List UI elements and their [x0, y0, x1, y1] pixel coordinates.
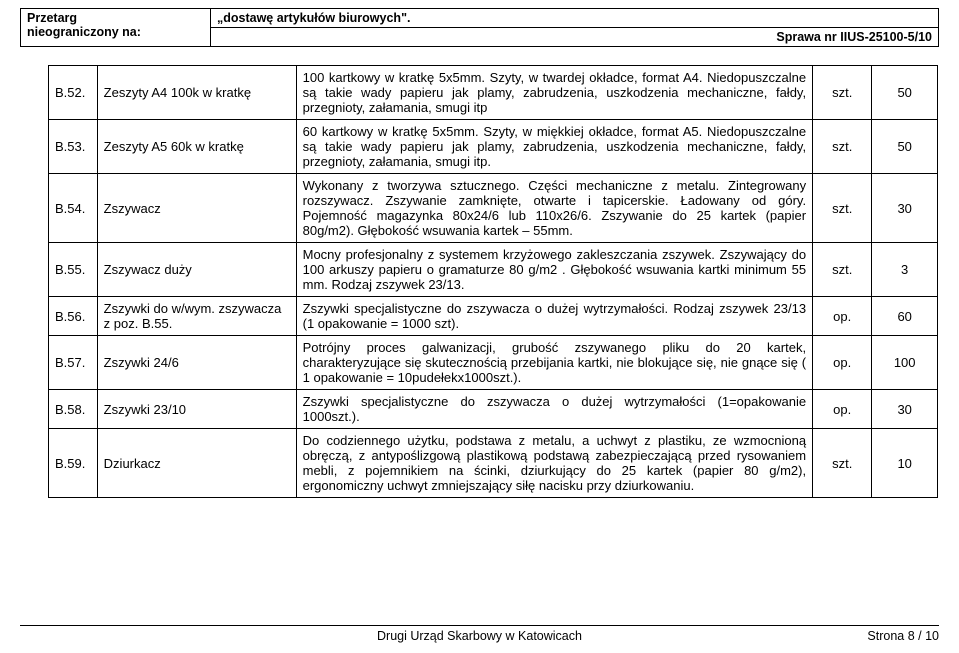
footer-page: Strona 8 / 10 — [867, 629, 939, 643]
row-qty: 100 — [872, 336, 938, 390]
row-unit: szt. — [813, 174, 872, 243]
row-unit: szt. — [813, 429, 872, 498]
row-unit: op. — [813, 297, 872, 336]
row-name: Dziurkacz — [97, 429, 296, 498]
row-unit: op. — [813, 336, 872, 390]
header-label2: nieograniczony na: — [27, 25, 141, 39]
row-description: Wykonany z tworzywa sztucznego. Części m… — [296, 174, 812, 243]
row-number: B.57. — [49, 336, 98, 390]
row-number: B.53. — [49, 120, 98, 174]
header-table: Przetarg nieograniczony na: „dostawę art… — [20, 8, 939, 47]
row-description: Zszywki specjalistyczne do zszywacza o d… — [296, 390, 812, 429]
row-qty: 50 — [872, 120, 938, 174]
row-number: B.59. — [49, 429, 98, 498]
row-name: Zszywacz duży — [97, 243, 296, 297]
row-name: Zszywki 23/10 — [97, 390, 296, 429]
row-description: Mocny profesjonalny z systemem krzyżoweg… — [296, 243, 812, 297]
main-table: B.52.Zeszyty A4 100k w kratkę100 kartkow… — [48, 65, 938, 498]
table-row: B.55.Zszywacz dużyMocny profesjonalny z … — [49, 243, 938, 297]
row-qty: 3 — [872, 243, 938, 297]
row-description: Potrójny proces galwanizacji, grubość zs… — [296, 336, 812, 390]
row-name: Zszywki do w/wym. zszywacza z poz. B.55. — [97, 297, 296, 336]
row-qty: 60 — [872, 297, 938, 336]
table-row: B.56.Zszywki do w/wym. zszywacza z poz. … — [49, 297, 938, 336]
row-unit: szt. — [813, 66, 872, 120]
row-description: 60 kartkowy w kratkę 5x5mm. Szyty, w mię… — [296, 120, 812, 174]
row-unit: szt. — [813, 243, 872, 297]
table-row: B.54.ZszywaczWykonany z tworzywa sztuczn… — [49, 174, 938, 243]
row-name: Zszywki 24/6 — [97, 336, 296, 390]
header-reference: Sprawa nr IIUS-25100-5/10 — [211, 28, 939, 47]
header-left: Przetarg nieograniczony na: — [21, 9, 211, 47]
row-qty: 30 — [872, 174, 938, 243]
row-unit: szt. — [813, 120, 872, 174]
row-number: B.58. — [49, 390, 98, 429]
row-qty: 10 — [872, 429, 938, 498]
row-description: Zszywki specjalistyczne do zszywacza o d… — [296, 297, 812, 336]
row-unit: op. — [813, 390, 872, 429]
table-row: B.57.Zszywki 24/6Potrójny proces galwani… — [49, 336, 938, 390]
table-row: B.53.Zeszyty A5 60k w kratkę60 kartkowy … — [49, 120, 938, 174]
row-description: Do codziennego użytku, podstawa z metalu… — [296, 429, 812, 498]
header-label1: Przetarg — [27, 11, 77, 25]
table-row: B.52.Zeszyty A4 100k w kratkę100 kartkow… — [49, 66, 938, 120]
row-qty: 30 — [872, 390, 938, 429]
table-row: B.59.DziurkaczDo codziennego użytku, pod… — [49, 429, 938, 498]
row-number: B.52. — [49, 66, 98, 120]
row-name: Zeszyty A5 60k w kratkę — [97, 120, 296, 174]
row-name: Zszywacz — [97, 174, 296, 243]
table-row: B.58.Zszywki 23/10Zszywki specjalistyczn… — [49, 390, 938, 429]
row-description: 100 kartkowy w kratkę 5x5mm. Szyty, w tw… — [296, 66, 812, 120]
page-footer: Drugi Urząd Skarbowy w Katowicach Strona… — [0, 625, 959, 643]
header-title: „dostawę artykułów biurowych". — [211, 9, 939, 28]
row-number: B.55. — [49, 243, 98, 297]
footer-office: Drugi Urząd Skarbowy w Katowicach — [377, 629, 582, 643]
row-name: Zeszyty A4 100k w kratkę — [97, 66, 296, 120]
row-qty: 50 — [872, 66, 938, 120]
row-number: B.56. — [49, 297, 98, 336]
row-number: B.54. — [49, 174, 98, 243]
